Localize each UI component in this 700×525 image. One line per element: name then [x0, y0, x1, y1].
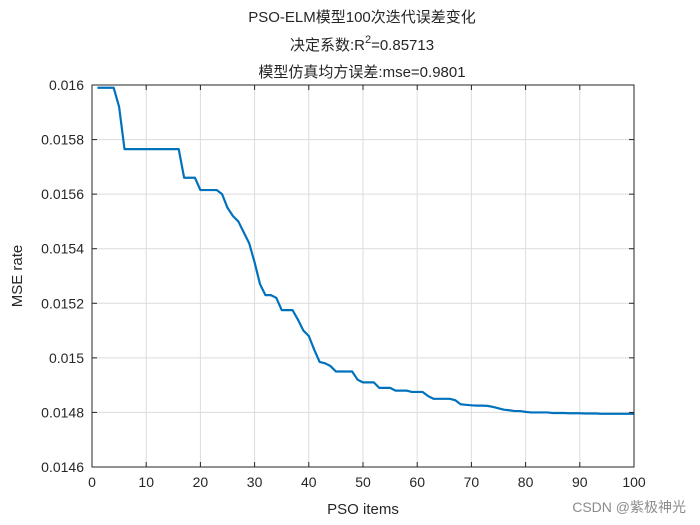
x-tick-labels: 0 10 20 30 40 50 60 70 80 90 100 — [88, 474, 646, 490]
mse-series-line — [97, 86, 634, 415]
x-tick-label: 60 — [409, 474, 425, 490]
y-tick-label: 0.0154 — [41, 241, 84, 257]
x-tick-label: 70 — [464, 474, 480, 490]
chart-title-line-1: PSO-ELM模型100次迭代误差变化 — [248, 9, 476, 26]
y-tick-label: 0.015 — [49, 350, 84, 366]
y-axis-label: MSE rate — [9, 245, 26, 308]
x-tick-label: 30 — [247, 474, 263, 490]
x-tick-label: 50 — [355, 474, 371, 490]
x-axis-label: PSO items — [327, 501, 399, 518]
y-tick-label: 0.0152 — [41, 295, 84, 311]
x-tick-label: 10 — [138, 474, 154, 490]
y-tick-label: 0.0146 — [41, 459, 84, 475]
title-r2-superscript: 2 — [365, 34, 371, 46]
x-tick-label: 40 — [301, 474, 317, 490]
x-tick-label: 0 — [88, 474, 96, 490]
chart-title-line-2: 决定系数:R2=0.85713 — [290, 34, 434, 54]
tick-marks — [91, 84, 635, 468]
title-r2-value: =0.85713 — [371, 37, 434, 54]
x-tick-label: 80 — [518, 474, 534, 490]
title-r2-prefix: 决定系数:R — [290, 37, 365, 54]
y-tick-label: 0.0148 — [41, 404, 84, 420]
series-layer — [97, 86, 634, 415]
x-tick-label: 90 — [572, 474, 588, 490]
y-tick-labels: 0.0146 0.0148 0.015 0.0152 0.0154 0.0156 0.015… — [41, 77, 84, 475]
x-tick-label: 20 — [193, 474, 209, 490]
chart-title-line-3: 模型仿真均方误差:mse=0.9801 — [258, 63, 465, 81]
x-tick-label: 100 — [622, 474, 646, 490]
y-tick-label: 0.0156 — [41, 186, 84, 202]
watermark: CSDN @紫极神光 — [572, 499, 686, 515]
y-tick-label: 0.016 — [49, 77, 84, 93]
y-tick-label: 0.0158 — [41, 132, 84, 148]
